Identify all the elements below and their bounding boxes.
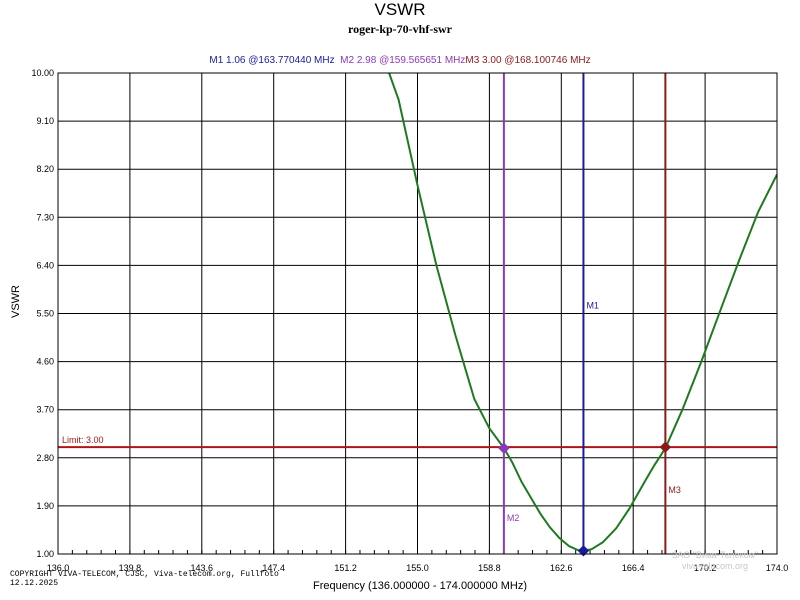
copyright-note: COPYRIGHT VIVA-TELECOM, CJSC, Viva-telec…	[10, 570, 279, 588]
x-axis-label: Frequency (136.000000 - 174.000000 MHz)	[312, 580, 528, 592]
marker-label-m1: M1	[586, 301, 599, 311]
marker-label-m2: M2	[507, 513, 520, 523]
marker-readout-m3: M3 3.00 @168.100746 MHz	[465, 55, 591, 66]
watermark-company: ЗАО "Вива-Телеком"	[672, 550, 759, 560]
limit-label: Limit: 3.00	[62, 435, 104, 445]
x-tick-label: 158.8	[478, 563, 501, 573]
x-tick-label: 155.0	[406, 563, 429, 573]
watermark-site: viva-telecom.org	[682, 561, 749, 571]
marker-point-m1	[577, 545, 590, 557]
vswr-curve	[388, 73, 777, 552]
x-tick-label: 166.4	[622, 563, 645, 573]
x-tick-label: 143.6	[191, 563, 214, 573]
marker-label-m3: M3	[668, 485, 681, 495]
x-tick-label: 151.2	[334, 563, 357, 573]
plot-border	[57, 72, 778, 555]
y-tick-label: 2.80	[36, 453, 54, 463]
watermark: ЗАО "Вива-Телеком" viva-telecom.org	[672, 550, 758, 572]
y-tick-label: 4.60	[36, 357, 54, 367]
marker-point-m2	[498, 442, 510, 454]
y-tick-label: 5.50	[36, 309, 54, 319]
x-tick-label: 174.0	[766, 563, 789, 573]
x-tick-label: 170.2	[694, 563, 717, 573]
marker-readout-m2: M2 2.98 @159.565651 MHz	[340, 55, 466, 66]
y-tick-label: 9.10	[36, 116, 54, 126]
y-tick-label: 6.40	[36, 260, 54, 270]
marker-readout: M1 1.06 @163.770440 MHz M2 2.98 @159.565…	[0, 55, 800, 66]
marker-readout-m1: M1 1.06 @163.770440 MHz	[209, 55, 335, 66]
copyright-line: COPYRIGHT VIVA-TELECOM, CJSC, Viva-telec…	[10, 570, 279, 579]
y-tick-label: 1.90	[36, 501, 54, 511]
marker-point-m3	[659, 441, 672, 453]
x-tick-label: 162.6	[550, 563, 573, 573]
x-tick-label: 136.0	[47, 563, 70, 573]
y-tick-label: 10.00	[31, 68, 54, 78]
y-tick-label: 8.20	[36, 164, 54, 174]
copyright-date: 12.12.2025	[10, 579, 59, 588]
chart-subtitle: roger-kp-70-vhf-swr	[348, 22, 452, 36]
y-tick-label: 3.70	[36, 405, 54, 415]
x-tick-label: 139.8	[119, 563, 142, 573]
y-axis-label: VSWR	[10, 285, 22, 318]
y-tick-label: 7.30	[36, 212, 54, 222]
chart-title: VSWR	[374, 0, 426, 19]
y-tick-label: 1.00	[36, 549, 54, 559]
x-tick-label: 147.4	[262, 563, 285, 573]
